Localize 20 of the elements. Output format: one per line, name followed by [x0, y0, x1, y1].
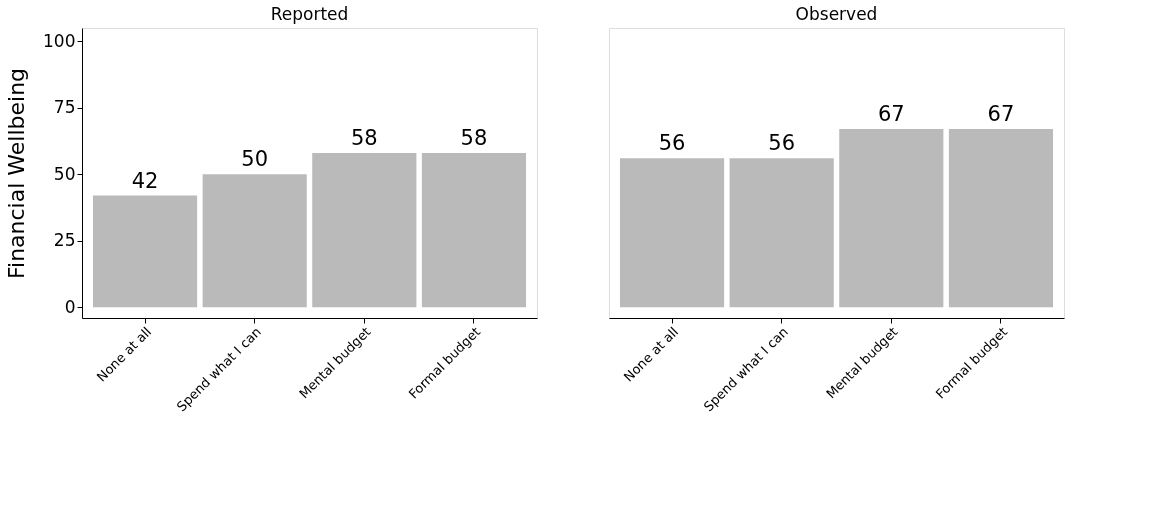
- y-tick-label: 0: [64, 296, 76, 317]
- data-label: 67: [987, 102, 1015, 127]
- data-label: 50: [241, 147, 269, 172]
- y-tick-label: 25: [53, 230, 76, 251]
- data-label: 58: [350, 126, 378, 151]
- bar: [202, 174, 307, 308]
- chart-title: Reported: [270, 4, 349, 24]
- y-tick-label: 75: [53, 97, 76, 118]
- data-label: 42: [131, 168, 159, 193]
- bar: [312, 153, 417, 308]
- data-label: 56: [768, 131, 796, 156]
- bar: [92, 195, 198, 308]
- y-axis-title: Financial Wellbeing: [4, 67, 30, 280]
- y-tick-label: 50: [53, 163, 76, 184]
- data-label: 56: [658, 131, 686, 156]
- bar: [421, 153, 527, 308]
- chart-title: Observed: [795, 4, 878, 24]
- y-tick-label: 100: [43, 30, 76, 51]
- data-label: 58: [460, 126, 488, 151]
- data-label: 67: [877, 102, 905, 127]
